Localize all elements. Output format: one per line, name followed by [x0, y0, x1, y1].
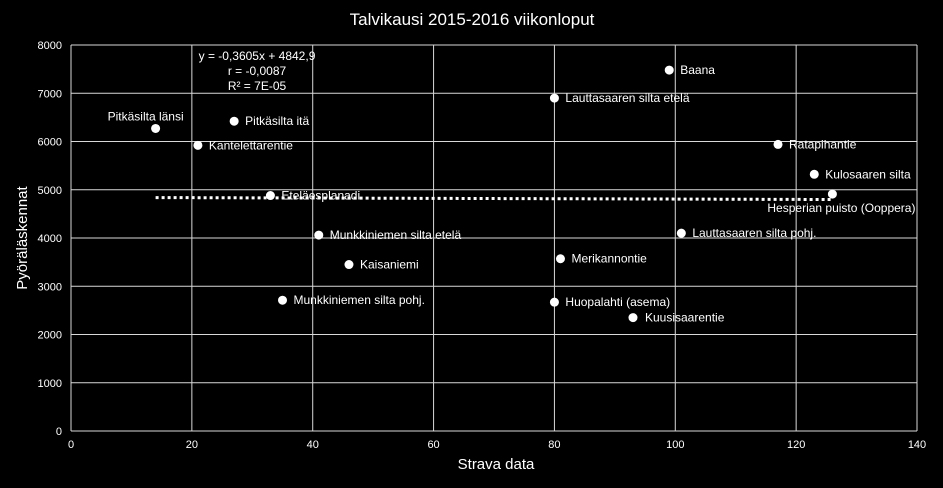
equation-line: y = -0,3605x + 4842,9	[199, 49, 316, 63]
y-tick-label: 2000	[38, 330, 62, 342]
point-label: Eteläesplanadi	[281, 189, 360, 203]
point-label: Baana	[680, 63, 715, 77]
data-point	[555, 254, 565, 264]
y-axis-title: Pyöräläskennat	[14, 185, 31, 289]
point-label: Merikannontie	[571, 252, 647, 266]
point-label: Huopalahti (asema)	[565, 295, 670, 309]
chart-title: Talvikausi 2015-2016 viikonloput	[350, 10, 595, 29]
point-label: Munkkiniemen silta pohj.	[294, 293, 425, 307]
point-label: Lauttasaaren silta etelä	[565, 91, 689, 105]
data-points	[151, 65, 837, 323]
data-point	[344, 260, 354, 270]
y-axis-ticks: 0 1000 2000 3000 4000 5000 6000 7000 8000	[38, 40, 62, 438]
point-label: Ratapihantie	[789, 137, 857, 151]
data-point	[809, 169, 819, 179]
point-label: Lauttasaaren silta pohj.	[692, 226, 816, 240]
y-tick-label: 3000	[38, 281, 62, 293]
data-point	[265, 191, 275, 201]
data-point	[229, 116, 239, 126]
y-tick-label: 7000	[38, 88, 62, 100]
x-axis-title: Strava data	[458, 456, 535, 473]
x-tick-label: 20	[186, 439, 198, 451]
point-label: Pitkäsilta länsi	[108, 109, 184, 123]
x-tick-label: 60	[427, 439, 439, 451]
trendline-line	[155, 196, 833, 202]
x-tick-label: 120	[787, 439, 805, 451]
x-tick-label: 100	[666, 439, 684, 451]
point-label: Kantelettarentie	[209, 138, 293, 152]
trendline	[155, 196, 833, 202]
y-tick-label: 1000	[38, 378, 62, 390]
data-point	[549, 297, 559, 307]
x-axis-ticks: 0 20 40 60 80 100 120 140	[68, 439, 926, 451]
y-tick-label: 6000	[38, 137, 62, 149]
y-tick-label: 0	[56, 426, 62, 438]
y-tick-label: 5000	[38, 185, 62, 197]
x-tick-label: 140	[908, 439, 926, 451]
data-point	[676, 228, 686, 238]
equation-line: r = -0,0087	[228, 64, 287, 78]
x-tick-label: 40	[307, 439, 319, 451]
data-point	[664, 65, 674, 75]
data-point	[314, 230, 324, 240]
data-point	[549, 93, 559, 103]
point-label: Hesperian puisto (Ooppera)	[767, 201, 915, 215]
point-label: Kaisaniemi	[360, 258, 419, 272]
data-point	[151, 123, 161, 133]
x-tick-label: 80	[548, 439, 560, 451]
data-point	[278, 295, 287, 305]
equation-line: R² = 7E-05	[228, 79, 287, 93]
grid	[70, 44, 918, 432]
data-point	[773, 139, 783, 149]
point-label: Kulosaaren silta	[825, 167, 911, 181]
point-label: Munkkiniemen silta etelä	[330, 228, 462, 242]
point-labels: Pitkäsilta länsi Kantelettarentie Pitkäsil…	[108, 63, 916, 325]
data-point	[827, 189, 837, 199]
x-tick-label: 0	[68, 439, 74, 451]
y-tick-label: 4000	[38, 233, 62, 245]
data-point	[628, 313, 638, 323]
point-label: Pitkäsilta itä	[245, 114, 309, 128]
point-label: Kuusisaarentie	[645, 311, 725, 325]
data-point	[193, 140, 203, 150]
y-tick-label: 8000	[38, 40, 62, 52]
